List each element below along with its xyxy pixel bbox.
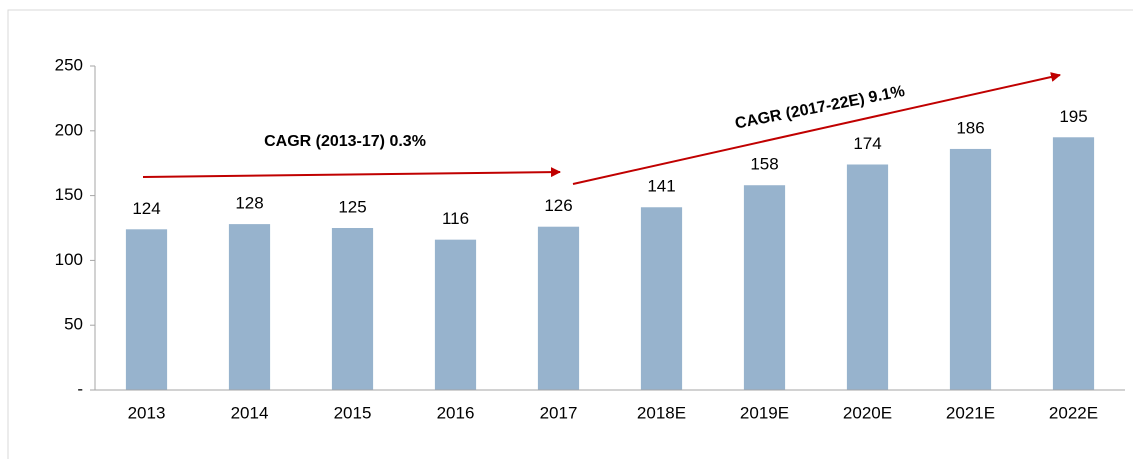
bar [640,207,683,390]
value-label: 126 [544,196,572,215]
bar [228,224,271,390]
y-tick-label: 150 [55,185,83,204]
x-tick-label: 2014 [231,403,269,422]
bar [125,229,168,390]
value-label: 124 [132,199,160,218]
bar [949,148,992,390]
value-label: 158 [750,155,778,174]
bar [537,226,580,390]
value-label: 116 [442,209,469,228]
bar [1052,137,1095,390]
value-label: 186 [956,118,984,137]
y-tick-label: 100 [55,250,83,269]
bar [434,239,477,390]
x-tick-label: 2018E [637,403,686,422]
bar [846,164,889,390]
x-tick-label: 2022E [1049,403,1098,422]
x-tick-label: 2016 [437,403,475,422]
y-tick-label: - [77,379,83,398]
bar [331,228,374,390]
value-label: 128 [235,194,263,213]
frame [7,9,1133,459]
arrow [142,167,561,178]
value-label: 141 [647,177,675,196]
y-tick-label: 50 [64,315,83,334]
value-label: 174 [853,134,881,153]
x-tick-label: 2020E [843,403,892,422]
y-tick-label: 200 [55,120,83,139]
x-tick-label: 2013 [128,403,166,422]
value-label: 125 [338,197,366,216]
x-tick-label: 2015 [334,403,372,422]
annotation: CAGR (2013-17) 0.3% [264,133,426,150]
y-tick-label: 250 [55,55,83,74]
arrow [572,72,1061,185]
x-tick-label: 2019E [740,403,789,422]
x-tick-label: 2017 [540,403,578,422]
x-tick-label: 2021E [946,403,995,422]
annotation: CAGR (2017-22E) 9.1% [734,83,907,133]
bar [743,185,786,390]
value-label: 195 [1059,107,1087,126]
